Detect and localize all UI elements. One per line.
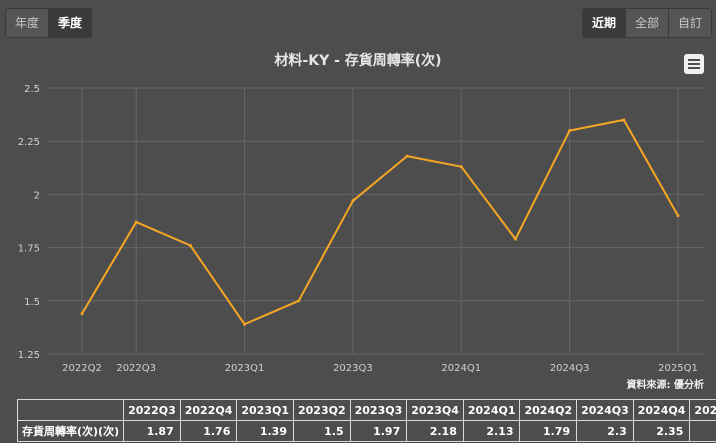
table-header-cell: 2025Q1 bbox=[689, 399, 716, 421]
data-point bbox=[188, 243, 192, 247]
table-value-cell: 1.76 bbox=[179, 420, 238, 442]
table-value-cell: 1.5 bbox=[292, 420, 351, 442]
range-toggle: 近期 全部 自訂 bbox=[581, 8, 712, 38]
table-value-cell: 1.97 bbox=[349, 420, 408, 442]
x-axis-ticks: 2022Q2 2022Q3 2023Q1 2023Q3 2024Q1 2024Q3 2025… bbox=[62, 363, 698, 374]
data-point bbox=[568, 129, 572, 133]
x-tick-label: 2022Q2 bbox=[62, 363, 102, 374]
data-point bbox=[243, 322, 247, 326]
table-header-cell: 2023Q4 bbox=[406, 399, 464, 421]
data-point bbox=[405, 154, 409, 158]
table-value-cell: 2.13 bbox=[462, 420, 521, 442]
table-value-cell: 1.79 bbox=[519, 420, 578, 442]
period-toggle: 年度 季度 bbox=[5, 8, 93, 38]
table-value-cell: 2.3 bbox=[576, 420, 634, 442]
table-value-cell: 1.9 bbox=[689, 420, 716, 442]
table-value-cell: 2.35 bbox=[632, 420, 691, 442]
y-tick-label: 1.75 bbox=[18, 244, 40, 255]
series-line bbox=[81, 118, 679, 326]
data-point bbox=[134, 220, 138, 224]
tab-recent[interactable]: 近期 bbox=[582, 9, 626, 37]
table-header-cell: 2022Q4 bbox=[179, 399, 238, 421]
grid-lines bbox=[47, 87, 705, 355]
table-header-cell: 2023Q3 bbox=[349, 399, 408, 421]
table-header-cell: 2024Q1 bbox=[462, 399, 521, 421]
data-point bbox=[459, 165, 463, 169]
x-tick-label: 2023Q3 bbox=[333, 363, 373, 374]
data-point bbox=[351, 199, 355, 203]
data-point bbox=[297, 299, 301, 303]
table-header-cell: 2023Q1 bbox=[236, 399, 294, 421]
x-tick-label: 2025Q1 bbox=[658, 363, 698, 374]
table-value-cell: 2.18 bbox=[406, 420, 464, 442]
table-value-cell: 1.39 bbox=[236, 420, 294, 442]
table-row-label: 存貨周轉率(次)(次) bbox=[16, 420, 125, 442]
x-tick-label: 2022Q3 bbox=[116, 363, 156, 374]
data-point bbox=[622, 118, 626, 122]
data-point bbox=[80, 312, 84, 316]
data-table: 2022Q3 2022Q4 2023Q1 2023Q2 2023Q3 2023Q4 2024… bbox=[16, 399, 716, 442]
table-header-cell: 2024Q2 bbox=[519, 399, 578, 421]
y-tick-label: 2.25 bbox=[18, 137, 40, 148]
x-tick-label: 2024Q3 bbox=[550, 363, 590, 374]
chart-title: 材料-KY - 存貨周轉率(次) bbox=[274, 53, 442, 69]
x-tick-label: 2024Q1 bbox=[441, 363, 481, 374]
table-header-row: 2022Q3 2022Q4 2023Q1 2023Q2 2023Q3 2023Q4 2024… bbox=[16, 399, 716, 421]
y-tick-label: 2 bbox=[34, 190, 40, 201]
y-tick-label: 1.5 bbox=[24, 297, 40, 308]
table-header-cell: 2022Q3 bbox=[123, 399, 181, 421]
table-header-cell: 2024Q3 bbox=[576, 399, 634, 421]
data-point bbox=[513, 237, 517, 241]
table-header-cell: 2023Q2 bbox=[292, 399, 351, 421]
y-axis-ticks: 1.25 1.5 1.75 2 2.25 2.5 bbox=[18, 84, 40, 361]
y-tick-label: 2.5 bbox=[24, 84, 40, 95]
table-row: 存貨周轉率(次)(次) 1.87 1.76 1.39 1.5 1.97 2.18 2.13 1… bbox=[16, 420, 716, 442]
hamburger-menu-icon[interactable] bbox=[684, 54, 704, 74]
table-corner-cell bbox=[16, 399, 125, 421]
series-layer bbox=[80, 118, 680, 326]
tab-all[interactable]: 全部 bbox=[625, 9, 669, 37]
tab-annual[interactable]: 年度 bbox=[6, 9, 50, 37]
tab-custom[interactable]: 自訂 bbox=[668, 9, 711, 37]
data-point bbox=[676, 214, 680, 218]
data-source-note: 資料來源: 優分析 bbox=[626, 380, 704, 391]
x-tick-label: 2023Q1 bbox=[225, 363, 265, 374]
table-value-cell: 1.87 bbox=[123, 420, 181, 442]
y-tick-label: 1.25 bbox=[18, 350, 40, 361]
tab-quarterly[interactable]: 季度 bbox=[49, 9, 92, 37]
table-header-cell: 2024Q4 bbox=[632, 399, 691, 421]
